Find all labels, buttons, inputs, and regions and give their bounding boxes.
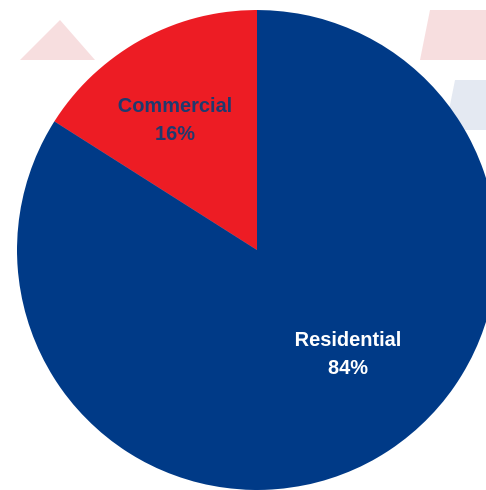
pie-slice-commercial	[54, 10, 257, 250]
slice-value-residential: 84%	[328, 357, 368, 379]
pie-slices	[17, 10, 486, 490]
slice-label-residential: Residential	[295, 329, 402, 351]
pie-slice-residential	[17, 10, 486, 490]
slice-label-commercial: Commercial	[118, 95, 233, 117]
pie-labels: Commercial 16% Residential 84%	[118, 95, 402, 379]
slice-value-commercial: 16%	[155, 123, 195, 145]
